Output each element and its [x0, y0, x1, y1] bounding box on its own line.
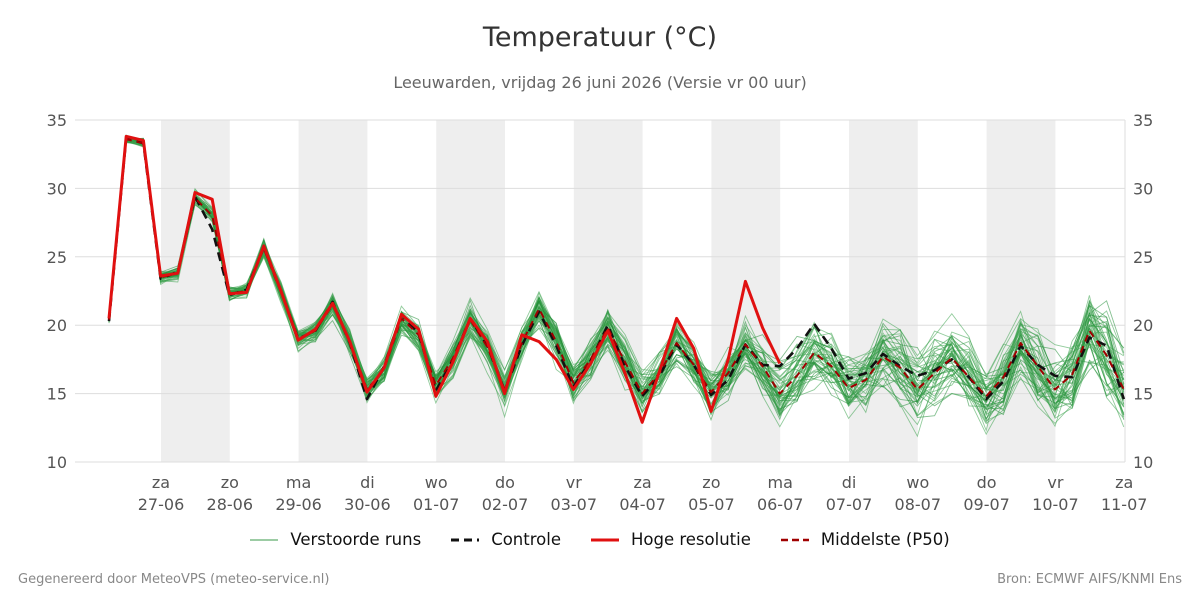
legend-line-perturbed-icon: [250, 539, 279, 540]
x-tick-day: vr: [566, 473, 582, 492]
series-line-controle: [107, 136, 1126, 401]
chart-subtitle: Leeuwarden, vrijdag 26 juni 2026 (Versie…: [393, 73, 807, 92]
y-tick-label: 25: [47, 248, 67, 267]
x-tick-date: 03-07: [551, 495, 598, 514]
x-tick-day: za: [633, 473, 651, 492]
x-tick-day: di: [842, 473, 857, 492]
y-tick-label: 15: [47, 385, 67, 404]
x-tick-date: 10-07: [1032, 495, 1079, 514]
x-tick-day: do: [977, 473, 997, 492]
y-tick-label: 15: [1133, 385, 1153, 404]
x-tick-date: 06-07: [757, 495, 804, 514]
y-tick-label: 20: [1133, 316, 1153, 335]
y-tick-label: 10: [1133, 453, 1153, 472]
y-tick-label: 35: [47, 111, 67, 130]
x-tick-day: vr: [1047, 473, 1063, 492]
series-line-hoge-resolutie: [107, 134, 782, 424]
shaded-day-band: [298, 120, 368, 462]
shaded-day-band: [573, 120, 643, 462]
legend-item-perturbed[interactable]: Verstoorde runs: [250, 530, 421, 549]
x-tick-date: 08-07: [895, 495, 942, 514]
x-tick-date: 05-07: [688, 495, 735, 514]
x-tick-date: 07-07: [826, 495, 873, 514]
y-axis-left: 10 15 20 25 30 35: [47, 111, 67, 472]
main-series: [107, 134, 1126, 424]
x-tick-date: 11-07: [1101, 495, 1148, 514]
x-tick-date: 09-07: [963, 495, 1010, 514]
legend-label: Middelste (P50): [820, 530, 950, 549]
x-tick-date: 01-07: [413, 495, 460, 514]
y-tick-label: 30: [1133, 179, 1153, 198]
x-tick-day: ma: [286, 473, 311, 492]
x-tick-date: 04-07: [619, 495, 666, 514]
x-tick-day: do: [495, 473, 515, 492]
y-tick-label: 30: [47, 179, 67, 198]
shaded-day-band: [711, 120, 781, 462]
legend-line-median-icon: [780, 538, 809, 541]
ensemble-member-line: [108, 140, 1125, 417]
x-tick-day: za: [1115, 473, 1133, 492]
x-tick-date: 30-06: [344, 495, 391, 514]
legend-label: Controle: [491, 530, 561, 549]
footer-generated-by: Gegenereerd door MeteoVPS (meteo-service…: [18, 572, 330, 587]
y-tick-label: 35: [1133, 111, 1153, 130]
legend-item-median[interactable]: Middelste (P50): [780, 530, 950, 549]
legend-line-highres-icon: [590, 538, 619, 541]
x-tick-date: 27-06: [138, 495, 185, 514]
shaded-day-band: [436, 120, 505, 462]
x-tick-day: za: [152, 473, 170, 492]
legend-item-control[interactable]: Controle: [451, 530, 561, 549]
x-axis: za 27-06 zo 28-06 ma 29-06 di 30-06 wo 01-07 do 02-…: [138, 473, 1148, 514]
legend: Verstoorde runs Controle Hoge resolutie …: [0, 530, 1200, 549]
series-line-middelste-p50-: [108, 138, 1125, 398]
legend-label: Hoge resolutie: [630, 530, 751, 549]
x-tick-day: ma: [768, 473, 793, 492]
x-tick-date: 28-06: [207, 495, 254, 514]
x-tick-day: zo: [221, 473, 239, 492]
shaded-day-band: [986, 120, 1056, 462]
footer-source: Bron: ECMWF AIFS/KNMI Ens: [997, 572, 1182, 587]
x-tick-day: wo: [425, 473, 448, 492]
x-tick-day: zo: [702, 473, 720, 492]
shaded-day-band: [849, 120, 918, 462]
y-tick-label: 20: [47, 316, 67, 335]
legend-line-control-icon: [451, 538, 480, 541]
y-tick-label: 25: [1133, 248, 1153, 267]
shaded-day-band: [161, 120, 230, 462]
y-axis-right: 10 15 20 25 30 35: [1133, 111, 1153, 472]
x-tick-day: wo: [906, 473, 929, 492]
legend-label: Verstoorde runs: [290, 530, 422, 549]
x-tick-date: 02-07: [482, 495, 529, 514]
weekend-shading: [161, 120, 1056, 462]
x-tick-date: 29-06: [275, 495, 322, 514]
chart-title: Temperatuur (°C): [482, 22, 718, 53]
y-tick-label: 10: [47, 453, 67, 472]
x-tick-day: di: [360, 473, 375, 492]
legend-item-highres[interactable]: Hoge resolutie: [590, 530, 751, 549]
